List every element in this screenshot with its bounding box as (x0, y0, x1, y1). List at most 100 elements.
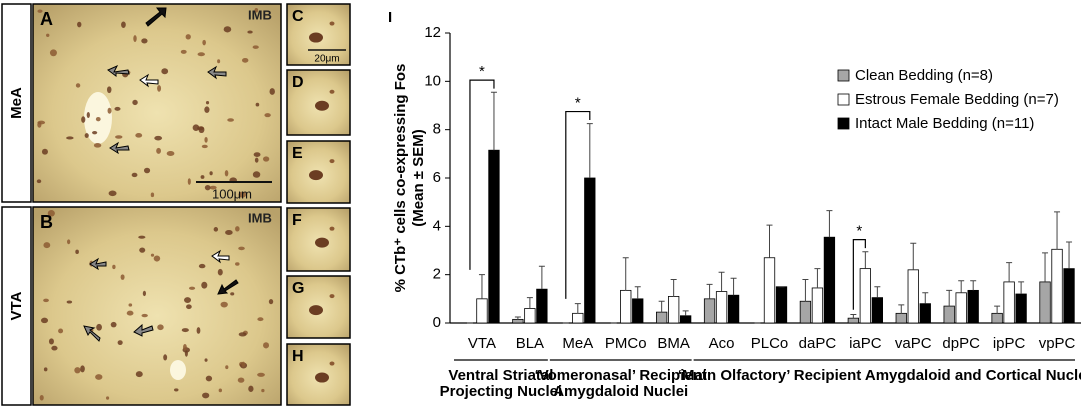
x-tick-label: ipPC (993, 335, 1026, 352)
cell (135, 371, 143, 378)
bar (1051, 248, 1063, 324)
cell (255, 102, 260, 107)
arrows (83, 7, 239, 342)
cell (163, 354, 168, 361)
cell (75, 83, 81, 88)
cell (224, 170, 229, 177)
error-bar (526, 297, 533, 309)
cell (41, 148, 48, 155)
cell (309, 305, 323, 316)
cell (315, 372, 329, 383)
error-bar (718, 271, 725, 292)
cell (128, 303, 133, 307)
cell (198, 263, 206, 269)
error-bar (970, 280, 977, 291)
y-tick-label: 0 (433, 314, 441, 331)
cell (141, 313, 148, 318)
cell (269, 88, 275, 95)
cell (200, 175, 205, 179)
cell (181, 328, 189, 333)
error-bar (994, 305, 1001, 314)
cell (227, 118, 234, 122)
cell (225, 365, 229, 370)
cell (230, 292, 235, 296)
significance-bracket (469, 79, 495, 270)
cell (329, 294, 335, 299)
bar (823, 236, 836, 324)
cell (126, 310, 134, 316)
significance-bracket (852, 239, 866, 310)
cell (157, 324, 164, 331)
cell (66, 300, 73, 304)
cell (264, 113, 271, 118)
cell (209, 171, 213, 176)
arrow (139, 73, 159, 88)
cell (110, 321, 117, 328)
cell (235, 262, 240, 266)
cell (67, 239, 71, 245)
cell (39, 394, 44, 401)
cell (223, 26, 232, 33)
error-bar (922, 292, 929, 304)
arrow (133, 323, 154, 337)
bar (871, 297, 883, 324)
stain-label: IMB (248, 7, 272, 22)
cell (184, 350, 188, 357)
cell (329, 159, 335, 164)
cell (238, 191, 247, 198)
cell (257, 317, 264, 322)
region-strip (1, 3, 32, 203)
error-bar (802, 279, 809, 302)
error-bar (946, 289, 953, 307)
cell (117, 340, 123, 346)
group-label: Ventral Striatal (448, 367, 553, 384)
cell (95, 374, 103, 380)
y-tick-label: 8 (433, 121, 441, 138)
bar (656, 311, 668, 324)
cell (309, 170, 323, 181)
cell (95, 116, 101, 122)
bar (620, 289, 632, 324)
error-bar (574, 303, 581, 314)
error-bar (634, 286, 641, 299)
panel-letter: F (292, 212, 302, 229)
cell (81, 116, 86, 123)
error-bar (1066, 241, 1073, 269)
bar (775, 286, 788, 324)
error-bar (622, 257, 629, 291)
cell (77, 21, 82, 28)
cell (268, 299, 274, 305)
bar (811, 287, 824, 324)
x-tick-label: BLA (516, 335, 544, 352)
cell (37, 9, 43, 13)
x-tick-label: PLCo (751, 335, 789, 352)
x-tick-label: iaPC (849, 335, 882, 352)
cell (198, 126, 205, 134)
cell (138, 235, 146, 239)
cell (132, 99, 138, 106)
cell (187, 178, 191, 185)
cell (86, 111, 90, 119)
x-tick-label: Aco (709, 335, 735, 352)
bar (967, 289, 979, 324)
legend-swatch (837, 69, 850, 82)
cell (252, 171, 261, 178)
error-bar (958, 280, 965, 293)
cell (112, 264, 116, 270)
bar (524, 308, 536, 324)
cell (329, 21, 335, 26)
cell (220, 301, 228, 308)
significance-bracket (565, 110, 591, 299)
y-axis-label: % CTb⁺ cells co-expressing Fos (392, 64, 409, 293)
bar (572, 312, 584, 324)
bar (680, 315, 692, 324)
panel-letter: I (388, 9, 392, 26)
cell (74, 367, 81, 374)
y-tick-label: 2 (433, 266, 441, 283)
bar (955, 292, 967, 324)
x-tick-label: dpPC (942, 335, 980, 352)
bar (991, 312, 1003, 324)
cell (43, 367, 48, 372)
error-bar (898, 304, 905, 314)
